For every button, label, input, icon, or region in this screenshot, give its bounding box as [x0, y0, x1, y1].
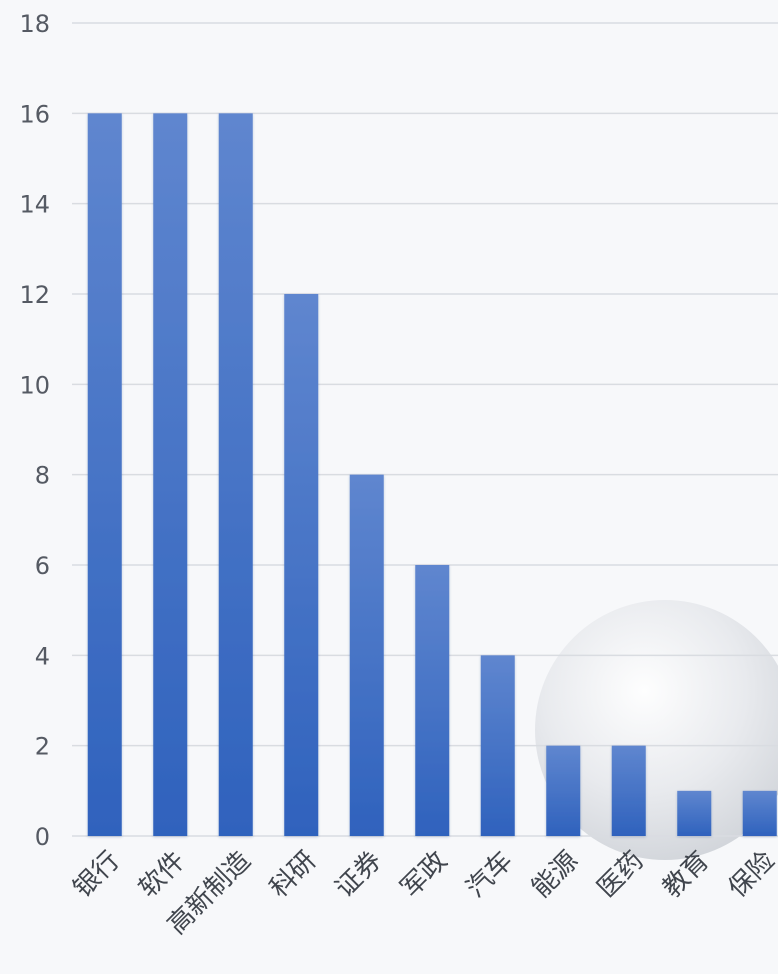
- x-category-label: 科研: [264, 846, 322, 904]
- bar-7: [546, 745, 581, 836]
- bar-9: [677, 790, 712, 836]
- bars: [87, 113, 777, 837]
- bar-1: [153, 113, 188, 837]
- y-axis-tick-labels: 0 2 4 6 8 10 12 14 16 18: [19, 10, 50, 851]
- bar-10: [742, 790, 777, 836]
- y-tick-label: 12: [19, 281, 50, 309]
- x-category-label: 银行: [68, 846, 126, 904]
- decorative-globe-icon: [535, 600, 778, 860]
- y-tick-label: 16: [19, 100, 50, 128]
- y-tick-label: 18: [19, 10, 50, 38]
- x-category-label: 证券: [330, 846, 388, 904]
- bar-6: [480, 655, 515, 836]
- y-tick-label: 6: [35, 552, 50, 580]
- x-category-label: 能源: [526, 846, 584, 904]
- bar-5: [415, 565, 450, 836]
- y-tick-label: 0: [35, 823, 50, 851]
- bar-3: [284, 294, 319, 836]
- x-category-label: 保险: [723, 846, 778, 904]
- x-category-label: 软件: [133, 846, 191, 904]
- bar-0: [87, 113, 122, 837]
- y-tick-label: 4: [35, 642, 50, 670]
- bar-8: [611, 745, 646, 836]
- y-tick-label: 10: [19, 371, 50, 399]
- bar-2: [218, 113, 253, 837]
- y-tick-label: 14: [19, 191, 50, 219]
- x-category-label: 军政: [395, 846, 453, 904]
- x-category-label: 汽车: [461, 846, 519, 904]
- bar-4: [349, 474, 384, 836]
- y-tick-label: 8: [35, 462, 50, 490]
- y-tick-label: 2: [35, 733, 50, 761]
